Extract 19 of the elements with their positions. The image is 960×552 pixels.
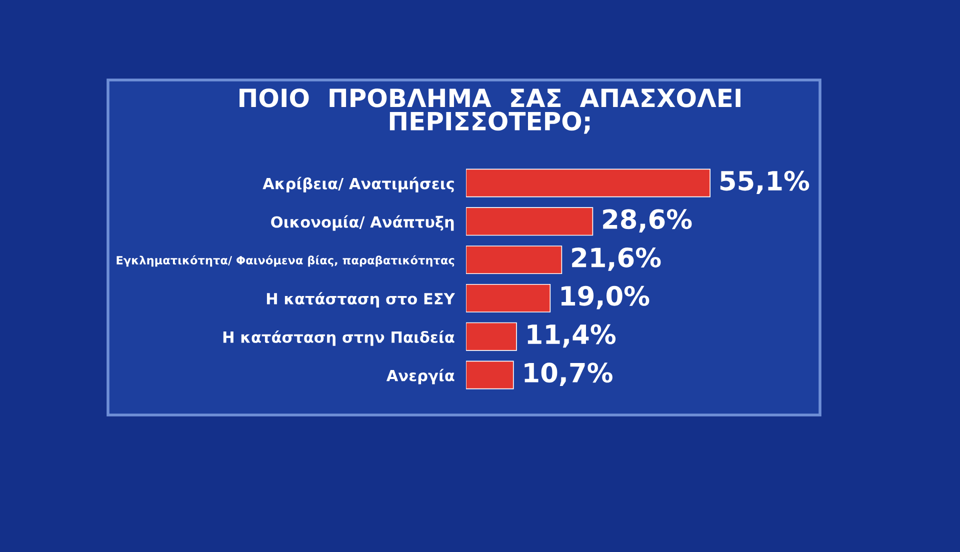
bar <box>466 360 514 390</box>
y-tick-label: Η κατάσταση στην Παιδεία <box>223 330 454 346</box>
bar <box>466 284 551 312</box>
y-tick-label: Ακρίβεια/ Ανατιμήσεις <box>262 176 454 192</box>
data-label: 28,6% <box>603 209 692 232</box>
y-tick-label: Εγκληματικότητα/ Φαινόμενα βίας, παραβατικότητας <box>116 255 454 267</box>
data-label: 21,6% <box>572 248 661 271</box>
y-tick-label: Ανεργία <box>386 368 454 384</box>
bar <box>466 246 562 274</box>
bar <box>466 207 594 236</box>
data-label: 11,4% <box>528 324 616 348</box>
chart-title: ΠΟΙΟ ΠΡΟΒΛΗΜΑ ΣΑΣ ΑΠΑΣΧΟΛΕΙ ΠΕΡΙΣΣΟΤΕΡΟ; <box>240 88 740 134</box>
y-tick-label: Οικονομία/ Ανάπτυξη <box>271 215 454 231</box>
bar <box>466 168 710 198</box>
bar <box>466 322 517 351</box>
y-tick-label: Η κατάσταση στο ΕΣΥ <box>266 292 456 308</box>
data-label: 10,7% <box>524 362 612 386</box>
data-label: 55,1% <box>720 170 810 194</box>
data-label: 19,0% <box>561 286 650 310</box>
